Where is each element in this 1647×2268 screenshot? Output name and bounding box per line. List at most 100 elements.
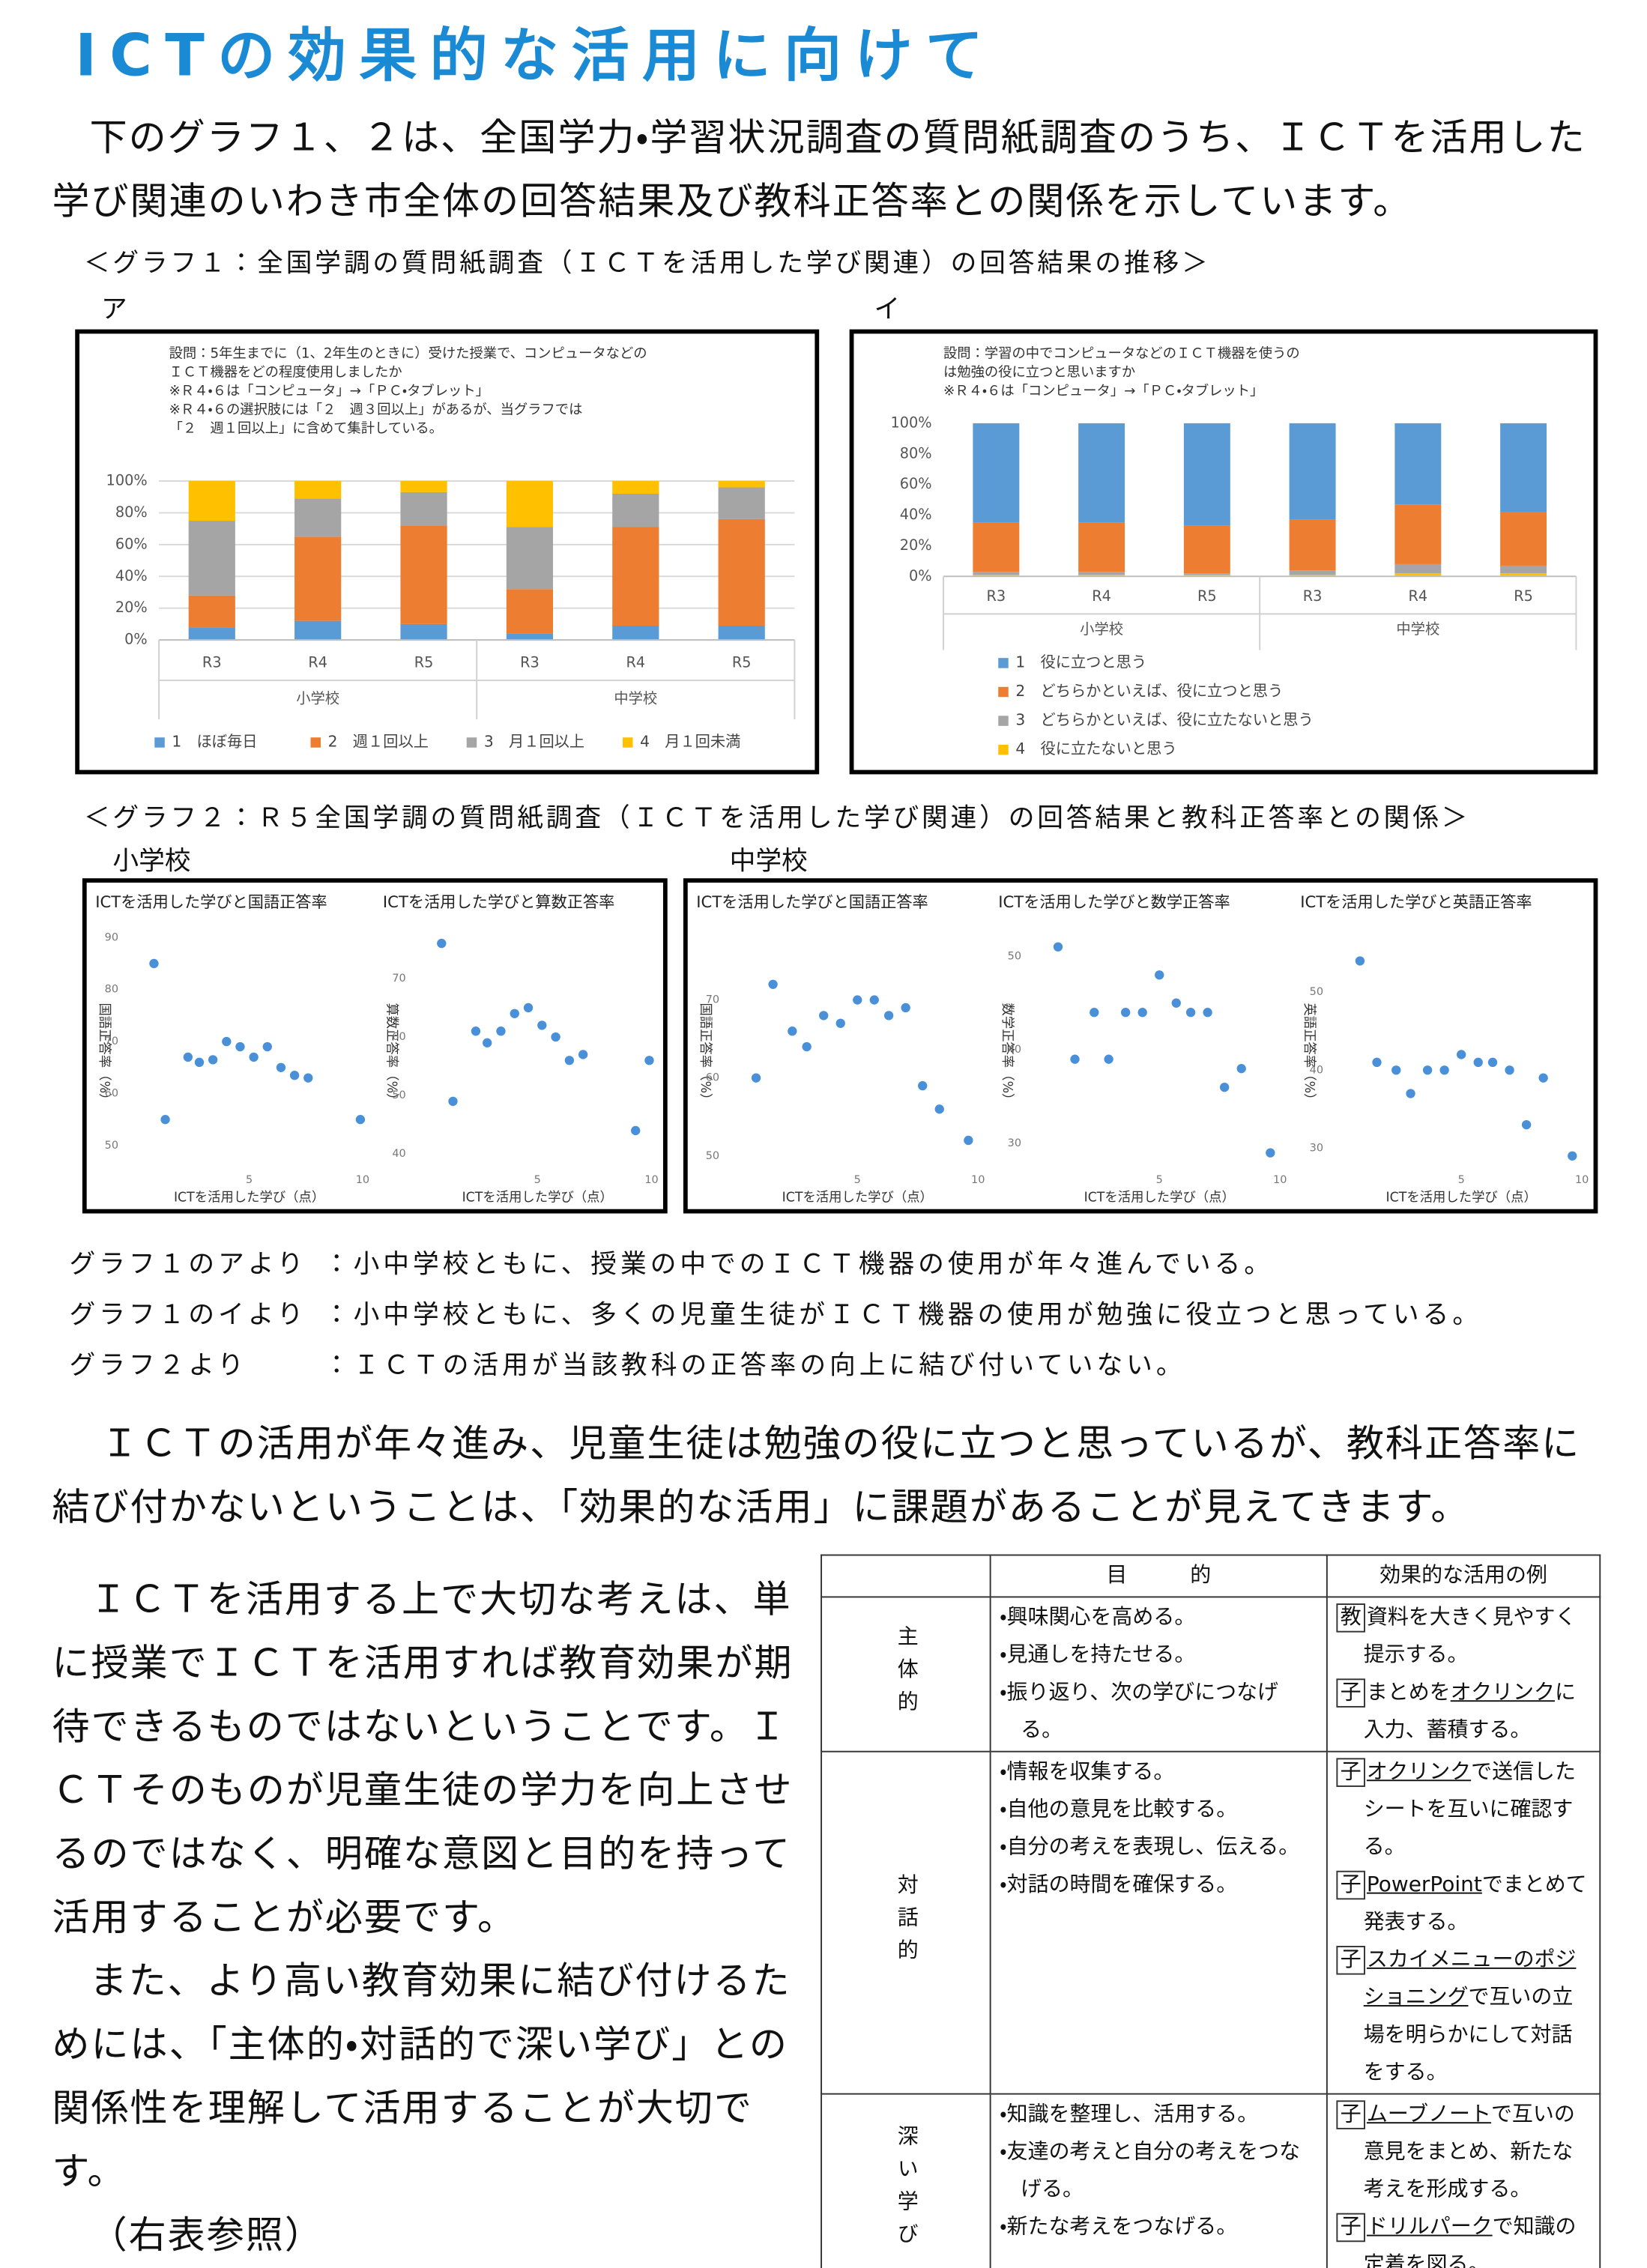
x-axis-label: ICTを活用した学び（点） <box>462 1190 613 1205</box>
bar-segment <box>1500 512 1547 566</box>
examples-cell: 教資料を大きく見やすく提示する。子まとめをオクリンクに入力、蓄積する。 <box>1326 1596 1601 1753</box>
bar-segment <box>400 623 447 641</box>
goals-cell: ・情報を収集する。 ・自他の意見を比較する。 ・自分の考えを表現し、伝える。 ・対話の… <box>989 1750 1328 2095</box>
chart-title: ICTを活用した学びと英語正答率 <box>1300 892 1532 911</box>
finding-source: グラフ２より <box>69 1350 248 1382</box>
point <box>901 1003 910 1013</box>
example: 教資料を大きく見やすく提示する。 <box>1336 1599 1590 1674</box>
goal: ・対話の時間を確保する。 <box>1000 1873 1238 1897</box>
bar-segment <box>506 527 554 590</box>
legend-swatch <box>154 737 165 748</box>
bar-segment <box>1394 573 1442 577</box>
x-tick-label: R4 <box>308 653 327 671</box>
bar-segment <box>612 527 659 626</box>
y-tick-label: 50 <box>392 1089 405 1101</box>
point <box>869 995 879 1005</box>
point <box>802 1041 812 1052</box>
chart-note: 「２ 週１回以上」に含めて集計している。 <box>169 421 443 437</box>
point <box>249 1052 259 1062</box>
example-text: 資料を大きく見やすく提示する。 <box>1363 1606 1577 1667</box>
point <box>496 1026 506 1036</box>
title: ICTの効果的な活用に向けて <box>75 22 997 90</box>
legend-label: 4 役に立たないと思う <box>1015 740 1176 757</box>
bar-segment <box>188 595 235 628</box>
point <box>1219 1082 1230 1092</box>
legend-label: 4 月１回未満 <box>640 732 740 750</box>
chart-frame: ICTを活用した学びと国語正答率 国語正答率（%） ICTを活用した学び（点） 50 6… <box>683 878 1598 1214</box>
point <box>934 1104 944 1114</box>
bar-segment <box>612 481 659 494</box>
point <box>644 1056 654 1065</box>
bar-segment <box>188 521 235 596</box>
chart-note: は勉強の役に立つと思いますか <box>943 364 1135 380</box>
point <box>1171 998 1181 1008</box>
y-tick-label: 40% <box>115 567 148 584</box>
x-tick-label: R4 <box>626 653 645 671</box>
example: 子まとめをオクリンクに入力、蓄積する。 <box>1336 1675 1590 1750</box>
y-tick-label: 100% <box>890 414 931 431</box>
finding-source: グラフ１のアより <box>69 1249 307 1280</box>
point <box>355 1115 366 1125</box>
tool-name: オクリンク <box>1366 1761 1472 1785</box>
point <box>1185 1008 1196 1017</box>
y-tick-label: 100% <box>106 472 148 489</box>
goal: ・見通しを持たせる。 <box>1000 1644 1196 1667</box>
bar-segment <box>294 481 342 499</box>
chart-frame: 設問：5年生までに（1、2年生のときに）受けた授業で、コンピュータなどの ＩＣＴ機… <box>75 329 820 775</box>
point <box>262 1041 272 1052</box>
chart-title: ICTを活用した学びと国語正答率 <box>95 892 327 911</box>
intro: 下のグラフ１、２は、全国学力・学習状況調査の質問紙調査のうち、ＩＣＴを活用した学… <box>52 117 1586 224</box>
bar-segment <box>1183 525 1230 574</box>
legend-swatch <box>622 737 633 748</box>
example: 子スカイメニューのポジショニングで互いの立場を明らかにして対話をする。 <box>1336 1941 1590 2092</box>
finding: グラフ１のアより ：小中学校ともに、授業の中でのＩＣＴ機器の使用が年々進んでいる。 <box>70 1239 1483 1289</box>
examples-cell: 子オクリンクで送信したシートを互いに確認する。子 PowerPointでまとめて発… <box>1326 1750 1601 2095</box>
chart-note: ※Ｒ４・６は「コンピュータ」→「ＰＣ・タブレット」 <box>169 382 489 399</box>
chart: 設問：5年生までに（1、2年生のときに）受けた授業で、コンピュータなどの ＩＣＴ機… <box>106 345 796 750</box>
tool-name: ドリルパーク <box>1366 2216 1493 2240</box>
point <box>578 1050 588 1059</box>
header-cell <box>821 1554 991 1598</box>
bar-segment <box>1394 563 1442 574</box>
row-label: 深い学び <box>821 2093 991 2268</box>
goals-cell: ・知識を整理し、活用する。 ・友達の考えと自分の考えをつなげる。 ・新たな考えをつな… <box>989 2093 1328 2268</box>
actor-mark: 子 <box>1336 2213 1365 2243</box>
legend-swatch <box>998 658 1009 668</box>
y-tick-label: 40 <box>1310 1064 1323 1076</box>
example: 子 PowerPointでまとめて発表する。 <box>1336 1866 1590 1941</box>
bar-segment <box>718 487 765 519</box>
bar-segment <box>973 522 1020 572</box>
paragraph: （右表参照） <box>89 2214 324 2258</box>
example-text: まとめを <box>1366 1681 1451 1705</box>
bar-segment <box>1500 423 1547 512</box>
bar-segment <box>612 626 659 641</box>
bar-segment <box>506 481 554 527</box>
bar-segment <box>1183 575 1230 577</box>
point <box>1090 1008 1099 1017</box>
bar-segment <box>1078 522 1125 572</box>
point <box>564 1056 575 1065</box>
goals-cell: ・興味関心を高める。 ・見通しを持たせる。 ・振り返り、次の学びにつなげる。 <box>989 1596 1328 1753</box>
point <box>222 1036 232 1047</box>
x-tick-label: R3 <box>202 653 222 671</box>
table-header: 目 的 効果的な活用の例 <box>821 1554 1601 1598</box>
point <box>1355 956 1365 966</box>
y-tick-label: 70 <box>392 973 405 985</box>
y-tick-label: 60% <box>900 475 932 492</box>
y-tick-label: 80 <box>105 984 118 996</box>
y-tick-label: 70 <box>706 994 719 1006</box>
caption: ＜グラフ１：全国学調の質問紙調査（ＩＣＴを活用した学び関連）の回答結果の推移＞ <box>83 248 1211 279</box>
bar-segment <box>1289 423 1336 520</box>
bar-segment <box>973 423 1020 523</box>
goal: ・友達の考えと自分の考えをつなげる。 <box>1000 2141 1301 2202</box>
point <box>208 1055 218 1065</box>
chart-frame: 設問：学習の中でコンピュータなどのＩＣＴ機器を使うの は勉強の役に立つと思いますか… <box>849 329 1598 775</box>
point <box>183 1052 193 1062</box>
point <box>160 1115 170 1125</box>
x-tick-label: 5 <box>854 1174 861 1186</box>
x-axis-label: ICTを活用した学び（点） <box>1386 1190 1537 1205</box>
chart-label: 小学校 <box>112 846 191 877</box>
point <box>537 1020 547 1030</box>
